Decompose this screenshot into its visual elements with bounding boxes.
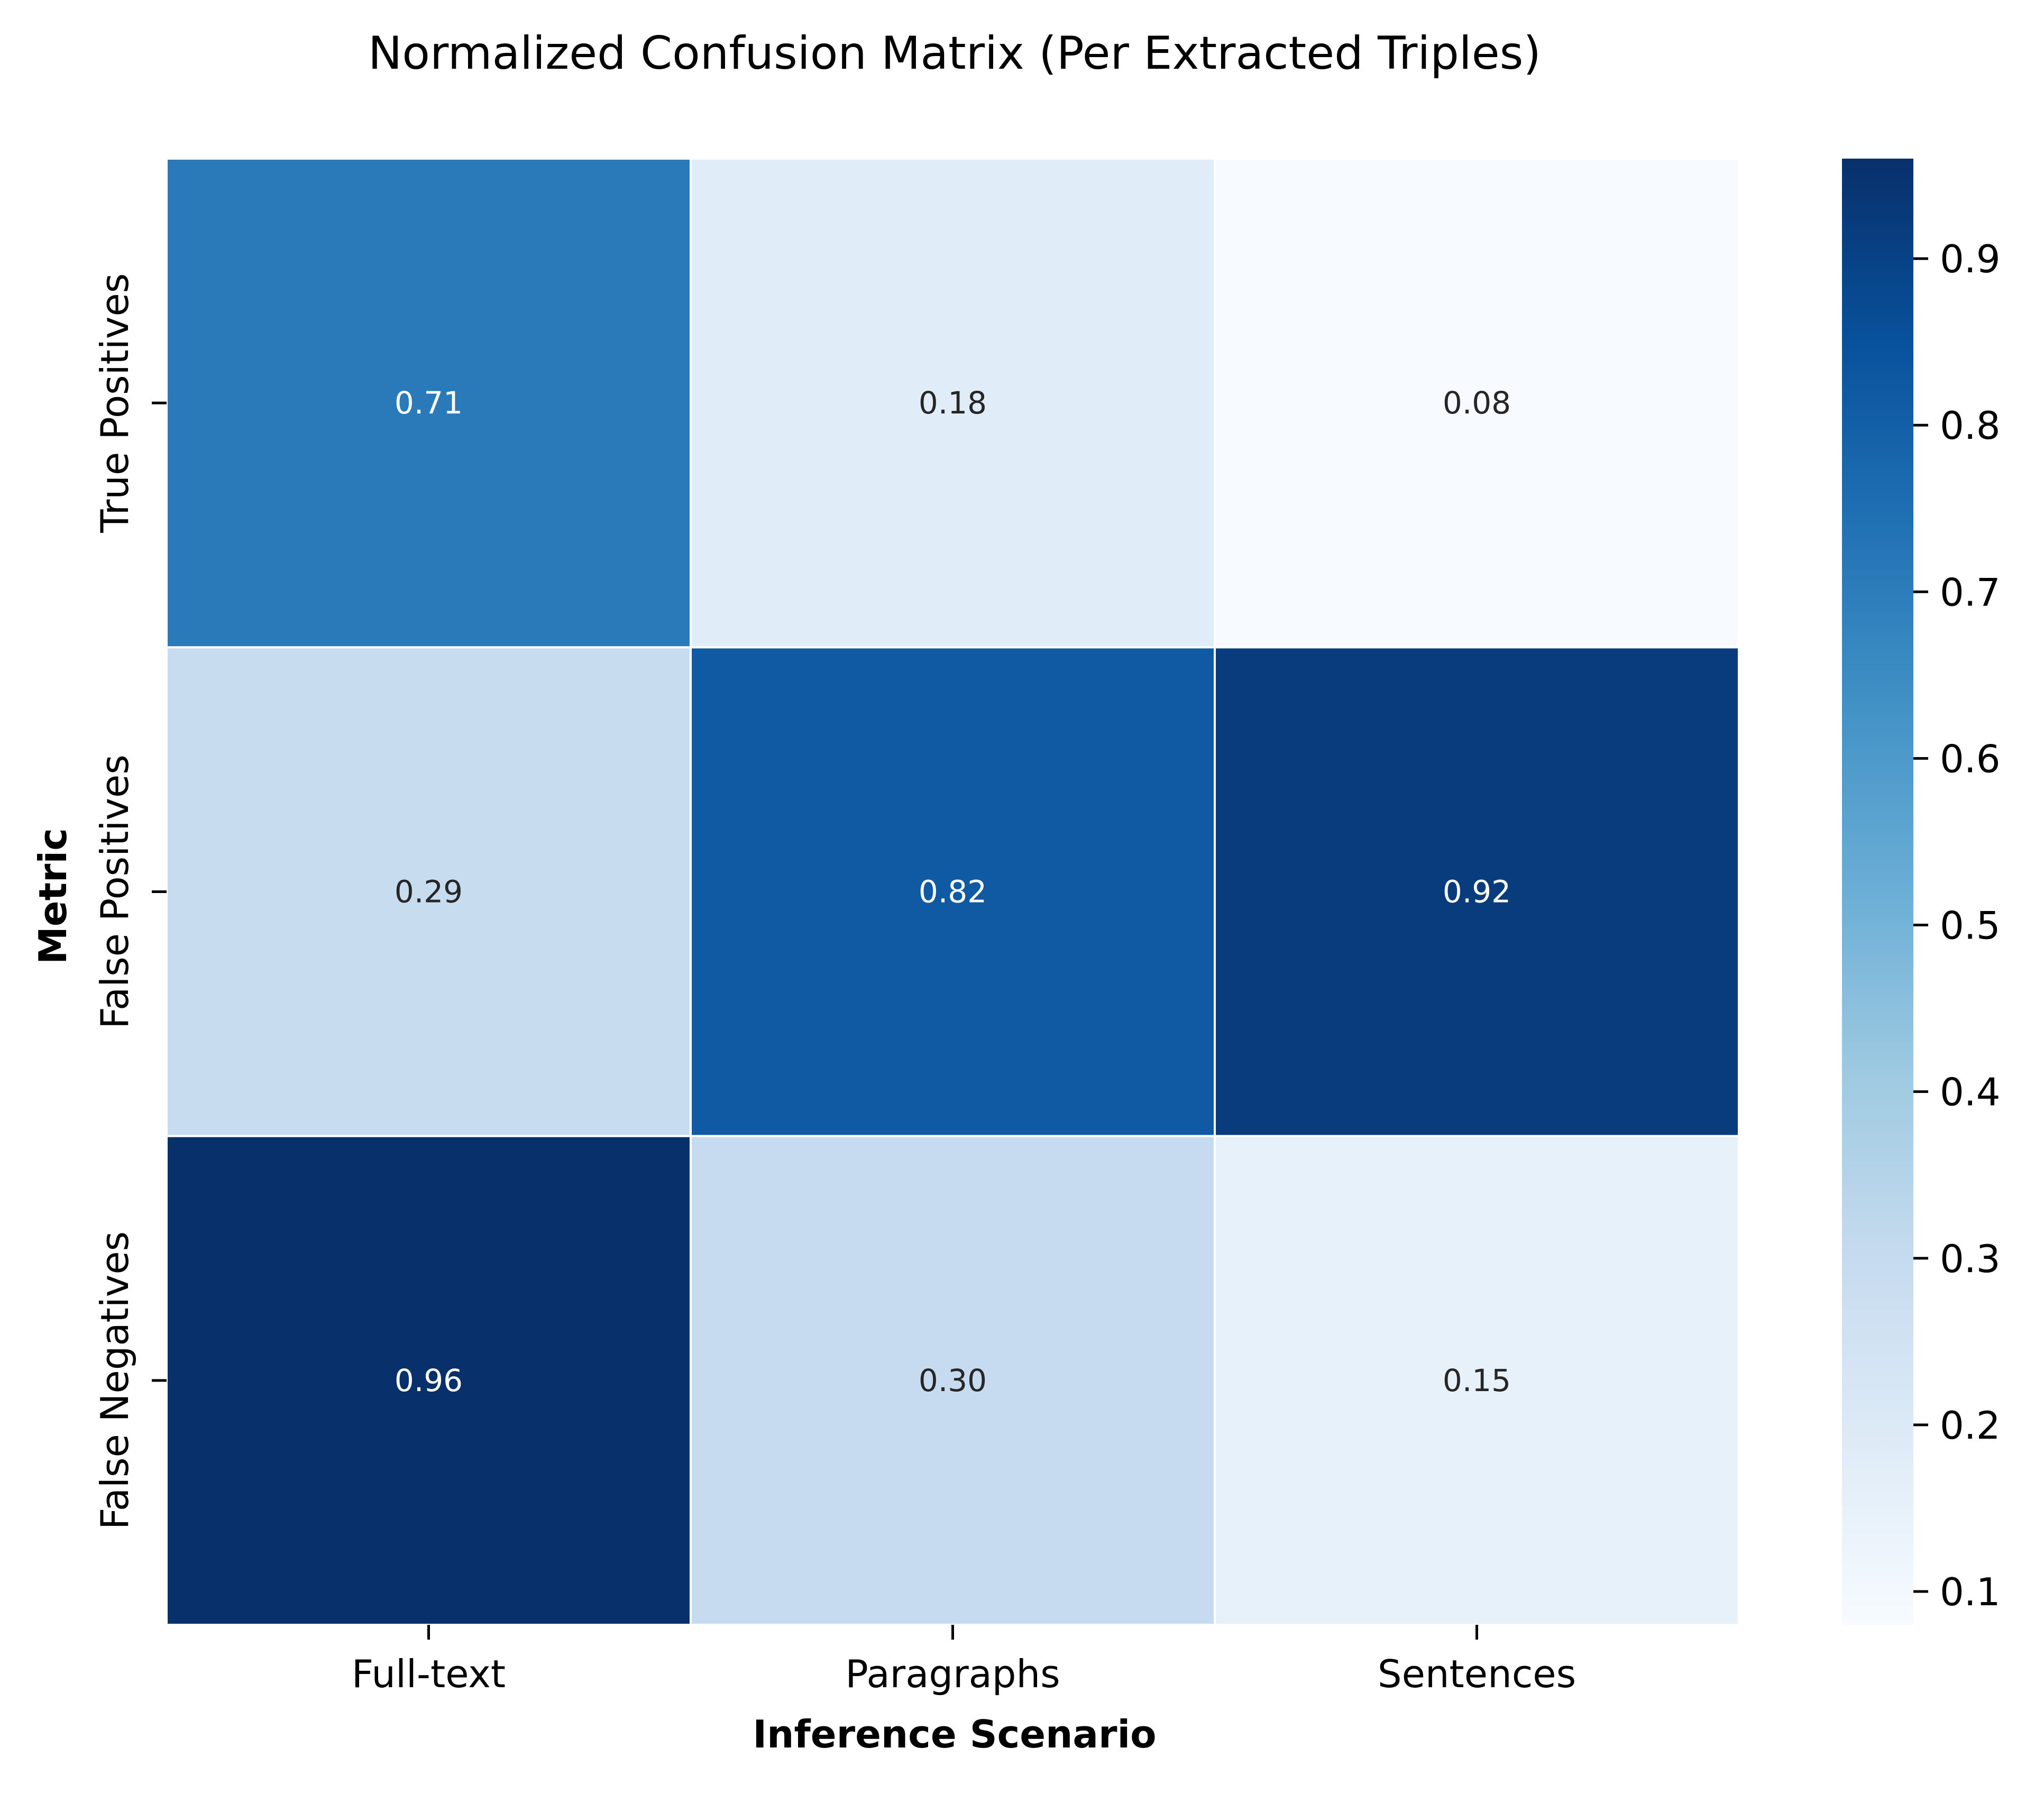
colorbar-tick-label: 0.4: [1940, 1070, 2001, 1115]
cell-value-label: 0.30: [919, 1363, 987, 1399]
x-tick-label: Sentences: [1378, 1652, 1576, 1696]
y-tick-label: True Positives: [93, 273, 137, 533]
x-axis: Full-text Paragraphs Sentences: [352, 1625, 1576, 1696]
colorbar-tick-label: 0.9: [1940, 237, 2001, 281]
y-tick-label: False Positives: [93, 755, 137, 1029]
chart-title: Normalized Confusion Matrix (Per Extract…: [368, 27, 1541, 80]
colorbar-tick-label: 0.1: [1940, 1570, 2001, 1614]
colorbar-tick-label: 0.8: [1940, 403, 2001, 448]
heatmap-cell: [1214, 158, 1740, 649]
heatmap-cell: [690, 158, 1216, 649]
colorbar-tick-label: 0.6: [1940, 737, 2001, 781]
x-tick-label: Full-text: [352, 1652, 506, 1696]
colorbar-tick-label: 0.3: [1940, 1237, 2001, 1281]
cell-annotations: 0.71 0.18 0.08 0.29 0.82 0.92 0.96 0.30 0.15: [395, 385, 1511, 1399]
x-axis-label: Inference Scenario: [753, 1712, 1156, 1756]
cell-value-label: 0.29: [395, 874, 463, 910]
heatmap-cell: [166, 646, 692, 1137]
cell-value-label: 0.08: [1443, 385, 1511, 421]
heatmap-cell: [1214, 646, 1740, 1137]
y-tick-label: False Negatives: [93, 1231, 137, 1530]
cell-value-label: 0.71: [395, 385, 463, 421]
cell-value-label: 0.18: [919, 385, 987, 421]
heatmap-cell: [690, 1135, 1216, 1626]
colorbar-tick-label: 0.7: [1940, 570, 2001, 614]
heatmap-cell: [166, 1135, 692, 1626]
colorbar-ticks: 0.1 0.2 0.3 0.4 0.5 0.6 0.7 0.8 0.9: [1913, 237, 2001, 1614]
heatmap-cell: [166, 158, 692, 649]
y-axis-label: Metric: [31, 828, 75, 964]
colorbar-tick-label: 0.5: [1940, 904, 2001, 948]
colorbar: [1842, 159, 1913, 1625]
cell-value-label: 0.82: [919, 874, 987, 910]
colorbar-tick-label: 0.2: [1940, 1403, 2001, 1448]
heatmap-cells: [166, 158, 1740, 1626]
x-tick-label: Paragraphs: [845, 1652, 1060, 1696]
cell-value-label: 0.15: [1443, 1363, 1511, 1399]
cell-value-label: 0.96: [395, 1363, 463, 1399]
cell-value-label: 0.92: [1443, 874, 1511, 910]
heatmap-cell: [1214, 1135, 1740, 1626]
y-axis: True Positives False Positives False Negat…: [93, 273, 167, 1530]
